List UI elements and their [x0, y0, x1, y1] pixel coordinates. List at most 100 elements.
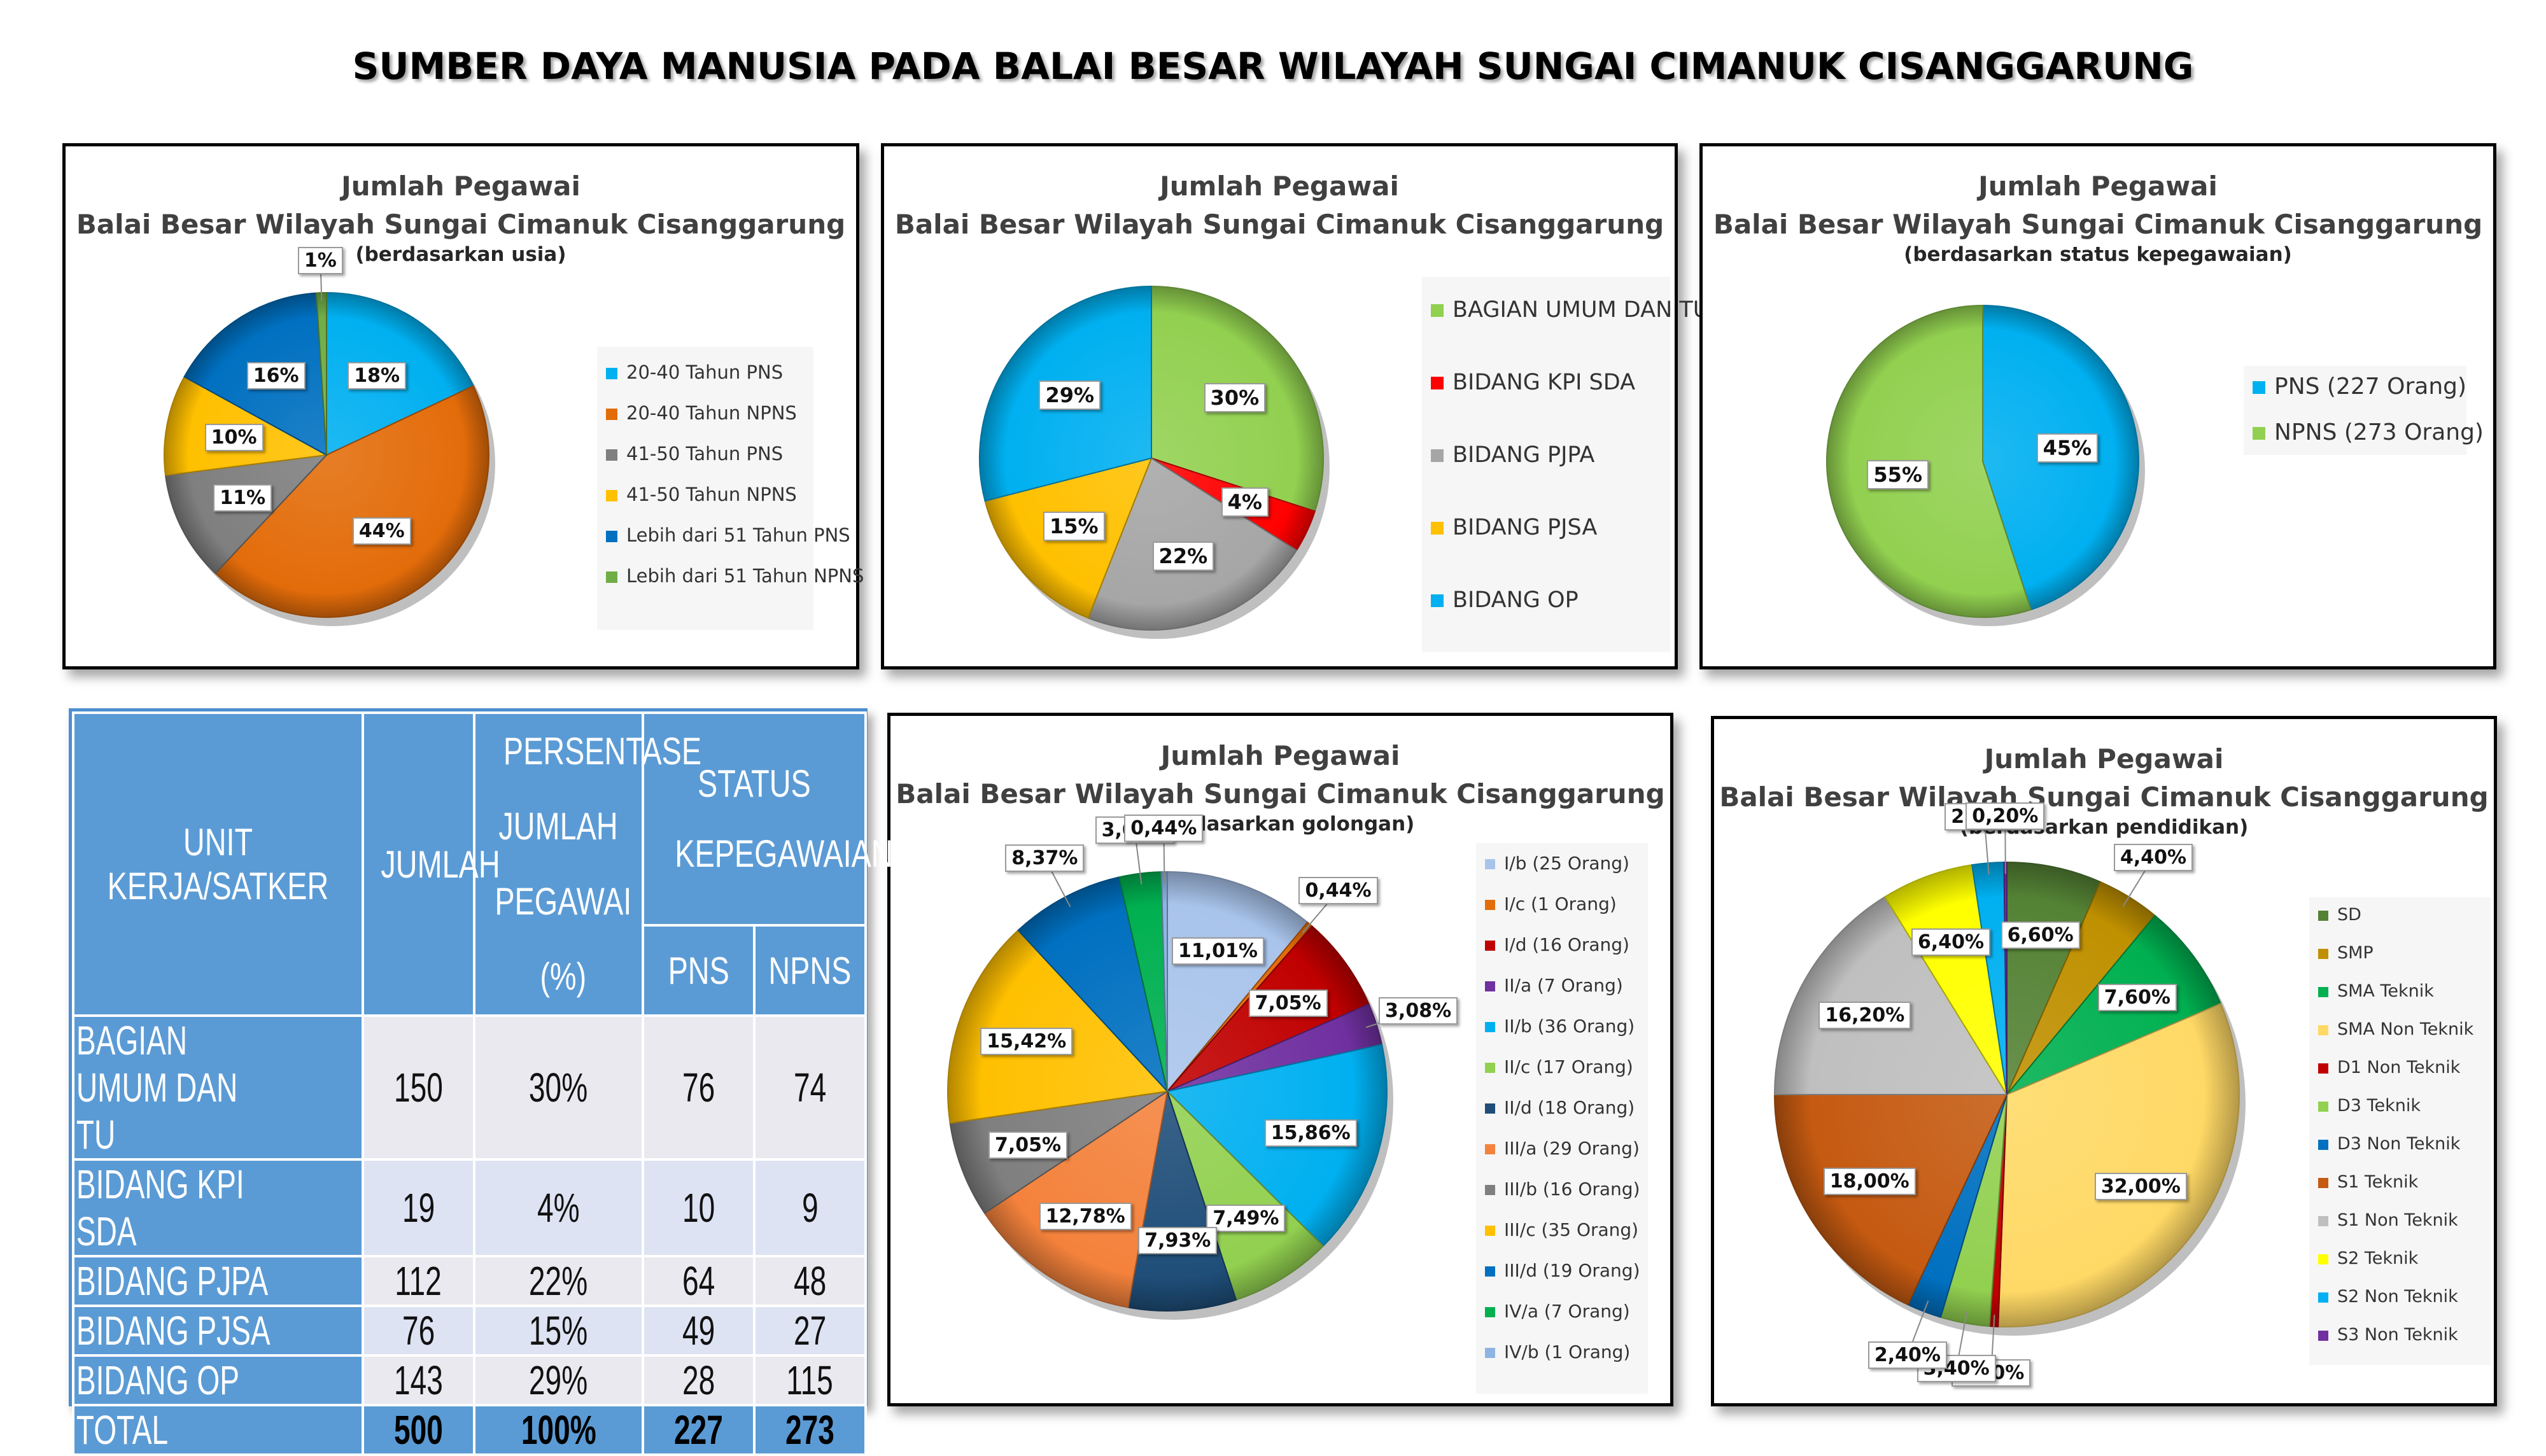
data-label: 3,08% [1379, 997, 1458, 1025]
legend-label: S1 Non Teknik [2337, 1210, 2458, 1231]
legend-swatch [1485, 1103, 1495, 1114]
row-jumlah: 19 [362, 1158, 475, 1257]
legend-label: I/b (25 Orang) [1504, 852, 1629, 874]
legend-label: BAGIAN UMUM DAN TU [1452, 297, 1710, 323]
legend-item: Lebih dari 51 Tahun NPNS [606, 565, 864, 587]
total-persen: 100% [473, 1404, 644, 1456]
pie-slice-8 [1773, 1094, 2008, 1306]
legend-item: 41-50 Tahun NPNS [606, 484, 797, 505]
header-unit: UNIT KERJA/SATKER [72, 711, 364, 1017]
legend-swatch [1485, 940, 1495, 951]
row-jumlah: 76 [362, 1305, 475, 1357]
chart-legend: SD SMP SMA Teknik SMA Non Teknik D1 Non Tekn… [2309, 897, 2491, 1365]
legend-item: 20-40 Tahun PNS [606, 361, 783, 383]
staff-table-panel: UNIT KERJA/SATKER JUMLAH PERSENTASE JUML… [69, 708, 893, 1456]
table-row: BIDANG OP 143 29% 28 115 [72, 1354, 868, 1406]
legend-label: S3 Non Teknik [2337, 1325, 2458, 1345]
data-label: 0,44% [1298, 877, 1378, 905]
legend-label: III/c (35 Orang) [1504, 1219, 1639, 1240]
legend-swatch [606, 409, 617, 421]
chart-title: Jumlah Pegawai [341, 171, 580, 202]
legend-item: S3 Non Teknik [2318, 1325, 2458, 1345]
row-unit: BIDANG OP [72, 1354, 364, 1406]
legend-swatch [2318, 1215, 2328, 1226]
legend-swatch [2318, 1292, 2328, 1303]
chart-legend: I/b (25 Orang) I/c (1 Orang) I/d (16 Orang… [1476, 843, 1648, 1394]
legend-item: S1 Teknik [2318, 1172, 2418, 1192]
legend-label: I/c (1 Orang) [1504, 893, 1617, 914]
data-label: 44% [352, 517, 411, 545]
data-label: 0,20% [1966, 802, 2045, 830]
legend-swatch [606, 368, 617, 380]
chart-legend: PNS (227 Orang) NPNS (273 Orang) [2244, 366, 2484, 455]
legend-item: 41-50 Tahun PNS [606, 443, 783, 465]
legend-label: Lebih dari 51 Tahun PNS [626, 524, 850, 547]
legend-item: S1 Non Teknik [2318, 1210, 2458, 1230]
data-label: 15% [1043, 512, 1105, 542]
legend-item: NPNS (273 Orang) [2253, 419, 2484, 445]
legend-label: BIDANG PJPA [1452, 442, 1595, 468]
legend-item: 20-40 Tahun NPNS [606, 402, 797, 424]
data-label: 4% [1221, 487, 1269, 517]
pie-slice-1 [1167, 871, 1309, 1093]
row-npns: 48 [752, 1255, 868, 1307]
chart-panel-golongan: Jumlah Pegawai Balai Besar Wilayah Sungai… [887, 713, 1673, 1406]
legend-label: III/a (29 Orang) [1504, 1137, 1640, 1159]
legend-swatch [1485, 1062, 1495, 1073]
data-label: 12,78% [1039, 1202, 1132, 1230]
row-persen: 4% [473, 1158, 644, 1257]
legend-item: S2 Teknik [2318, 1249, 2418, 1268]
legend-item: BIDANG OP [1431, 587, 1579, 613]
legend-label: IV/a (7 Orang) [1504, 1300, 1630, 1322]
data-label: 8,37% [1005, 844, 1085, 872]
legend-label: BIDANG OP [1452, 587, 1579, 613]
legend-label: S2 Non Teknik [2337, 1287, 2458, 1307]
legend-item: SMA Teknik [2318, 981, 2434, 1001]
legend-item: II/b (36 Orang) [1485, 1016, 1635, 1037]
row-npns: 27 [752, 1305, 868, 1357]
pie-slice-1 [2006, 861, 2102, 1095]
table-row: BIDANG PJPA 112 22% 64 48 [72, 1255, 868, 1307]
header-pns: PNS [642, 924, 756, 1017]
legend-label: PNS (227 Orang) [2274, 373, 2467, 400]
chart-panel-status: Jumlah Pegawai Balai Besar Wilayah Sungai… [1699, 143, 2496, 669]
legend-label: Lebih dari 51 Tahun NPNS [626, 565, 864, 587]
chart-note: (berdasarkan usia) [355, 243, 566, 266]
legend-label: 20-40 Tahun NPNS [626, 402, 797, 424]
chart-subtitle: Balai Besar Wilayah Sungai Cimanuk Cisan… [1719, 781, 2489, 813]
legend-item: D3 Teknik [2318, 1096, 2421, 1116]
legend-label: II/a (7 Orang) [1504, 974, 1623, 996]
legend-swatch [2318, 1025, 2328, 1035]
legend-item: SD [2318, 905, 2361, 925]
total-npns: 273 [752, 1404, 868, 1456]
row-pns: 64 [642, 1255, 756, 1307]
chart-panel-unit: Jumlah Pegawai Balai Besar Wilayah Sungai… [881, 143, 1709, 669]
data-label: 16% [246, 361, 306, 389]
chart-title: Jumlah Pegawai [1984, 743, 2224, 774]
legend-swatch [1485, 1184, 1495, 1195]
legend-label: 41-50 Tahun PNS [626, 443, 784, 465]
legend-item: SMP [2318, 943, 2374, 963]
table-total-row: TOTAL 500 100% 227 273 [72, 1404, 868, 1456]
table-row: BAGIAN UMUM DAN TU 150 30% 76 74 [72, 1014, 868, 1161]
data-label: 7,60% [2097, 983, 2177, 1011]
legend-label: BIDANG KPI SDA [1452, 370, 1636, 396]
chart-title: Jumlah Pegawai [1978, 171, 2218, 202]
legend-item: BIDANG PJPA [1431, 442, 1594, 468]
data-label: 7,05% [988, 1131, 1068, 1159]
legend-swatch [1431, 449, 1444, 463]
data-label: 7,49% [1206, 1205, 1286, 1233]
legend-label: II/d (18 Orang) [1504, 1096, 1635, 1118]
row-persen: 30% [473, 1014, 644, 1161]
pie-slice-2 [215, 385, 489, 618]
legend-swatch [1485, 1266, 1495, 1277]
row-unit: BIDANG PJPA [72, 1255, 364, 1307]
legend-label: I/d (16 Orang) [1504, 934, 1629, 955]
header-persentase: PERSENTASE JUMLAH PEGAWAI (%) [473, 711, 701, 1017]
pie-slice-4 [1997, 1002, 2240, 1327]
pie-slice-8 [983, 1089, 1169, 1308]
legend-label: S2 Teknik [2337, 1249, 2419, 1269]
row-jumlah: 150 [362, 1014, 475, 1161]
chart-panel-usia: Jumlah Pegawai Balai Besar Wilayah Sungai… [62, 143, 864, 669]
legend-item: III/c (35 Orang) [1485, 1219, 1638, 1240]
